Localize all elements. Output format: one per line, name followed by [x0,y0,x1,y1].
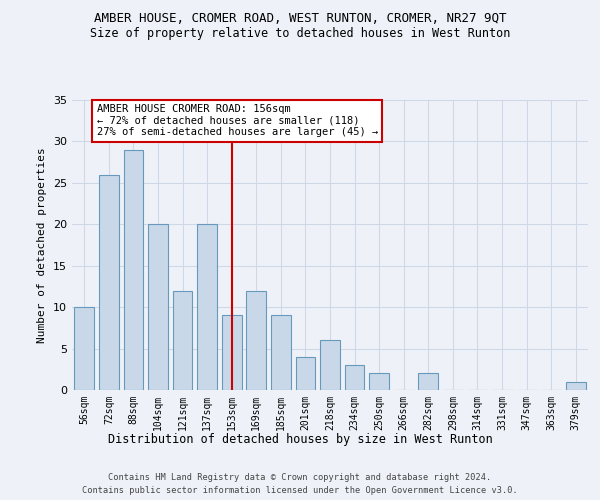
Text: Contains HM Land Registry data © Crown copyright and database right 2024.: Contains HM Land Registry data © Crown c… [109,472,491,482]
Y-axis label: Number of detached properties: Number of detached properties [37,147,47,343]
Bar [296,357,315,390]
Text: AMBER HOUSE CROMER ROAD: 156sqm
← 72% of detached houses are smaller (118)
27% o: AMBER HOUSE CROMER ROAD: 156sqm ← 72% of… [97,104,378,138]
Bar [197,224,217,390]
Text: Distribution of detached houses by size in West Runton: Distribution of detached houses by size … [107,432,493,446]
Bar [173,290,193,390]
Bar [222,316,242,390]
Bar [247,290,266,390]
Bar [370,374,389,390]
Text: Contains public sector information licensed under the Open Government Licence v3: Contains public sector information licen… [82,486,518,495]
Bar [320,340,340,390]
Bar [124,150,143,390]
Bar [148,224,168,390]
Bar [345,365,364,390]
Text: AMBER HOUSE, CROMER ROAD, WEST RUNTON, CROMER, NR27 9QT: AMBER HOUSE, CROMER ROAD, WEST RUNTON, C… [94,12,506,26]
Text: Size of property relative to detached houses in West Runton: Size of property relative to detached ho… [90,28,510,40]
Bar [99,174,119,390]
Bar [271,316,290,390]
Bar [566,382,586,390]
Bar [418,374,438,390]
Bar [74,307,94,390]
